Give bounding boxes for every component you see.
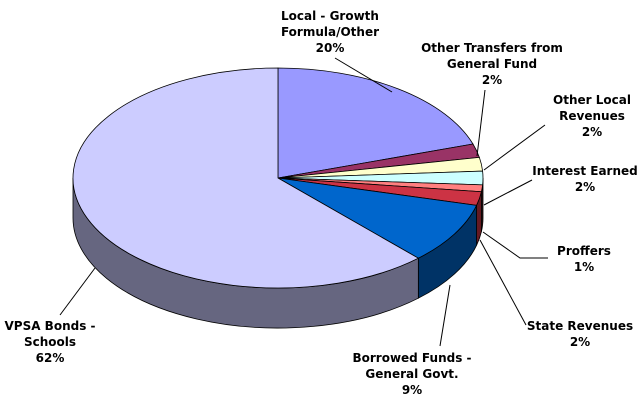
leader-line — [334, 57, 393, 93]
leader-line — [476, 89, 486, 157]
value-label: 2% — [481, 73, 503, 87]
leader-line — [59, 267, 96, 316]
slice-label: Interest Earned 2% — [529, 163, 641, 195]
leader-line — [479, 239, 527, 326]
category-label: Borrowed Funds - General Govt. — [352, 351, 472, 381]
value-label: 62% — [35, 351, 65, 365]
leader-line — [483, 124, 546, 171]
category-label: Other Local Revenues — [553, 93, 631, 123]
value-label: 2% — [581, 125, 603, 139]
slice-label: Other Transfers from General Fund 2% — [417, 40, 567, 88]
category-label: Other Transfers from General Fund — [421, 41, 563, 71]
slice-label: Borrowed Funds - General Govt. 9% — [342, 350, 482, 398]
category-label: Interest Earned — [532, 164, 638, 178]
value-label: 2% — [569, 335, 591, 349]
slice-label: VPSA Bonds - Schools 62% — [0, 318, 105, 366]
value-label: 20% — [315, 41, 345, 55]
slice-label: Proffers 1% — [544, 243, 624, 275]
category-label: VPSA Bonds - Schools — [4, 319, 96, 349]
value-label: 9% — [401, 383, 423, 397]
leader-line — [483, 179, 533, 206]
category-label: State Revenues — [526, 319, 634, 333]
slice-label: State Revenues 2% — [520, 318, 640, 350]
leader-line — [439, 284, 451, 347]
slice — [277, 177, 478, 259]
category-label: Local - Growth Formula/Other — [280, 9, 380, 39]
slice-label: Local - Growth Formula/Other 20% — [265, 8, 395, 56]
value-label: 1% — [573, 260, 595, 274]
slice — [277, 67, 474, 179]
slice-label: Other Local Revenues 2% — [542, 92, 641, 140]
slice — [72, 67, 420, 289]
leader-line — [482, 231, 548, 259]
value-label: 2% — [574, 180, 596, 194]
category-label: Proffers — [557, 244, 611, 258]
